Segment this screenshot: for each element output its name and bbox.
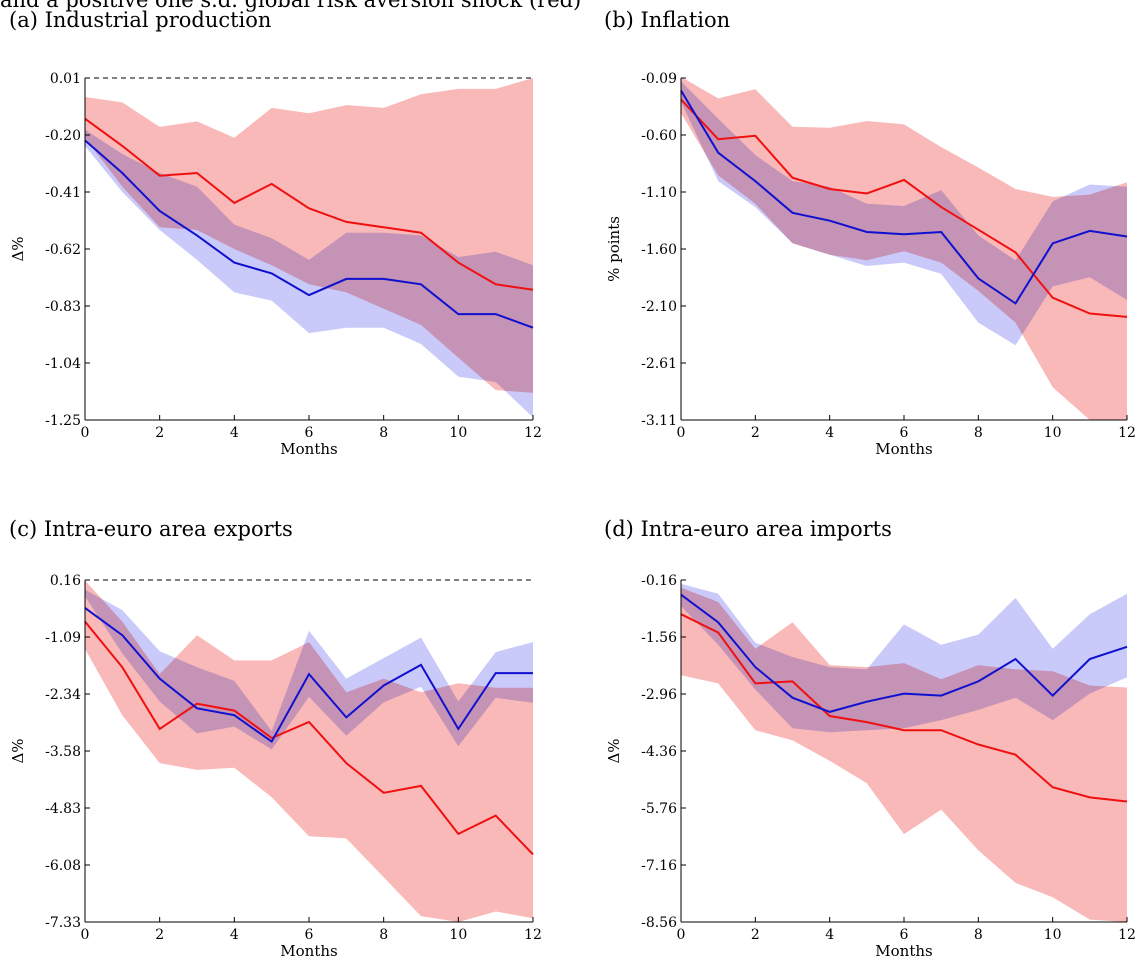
x-tick-label: 8 [379,425,388,441]
blue-series-line [680,89,1128,305]
plot-area [681,78,1127,420]
y-axis-label: Δ% [9,236,27,261]
x-axis-label: Months [280,440,337,458]
x-axis-label: Months [875,440,932,458]
x-axis-label: Months [875,942,932,960]
y-axis-label: Δ% [9,738,27,763]
blue-series-line [680,593,1128,713]
panel-c-title: (c) Intra-euro area exports [9,517,293,541]
red-confidence-band [85,580,533,922]
x-tick-label: 6 [305,425,314,441]
y-tick-label: -0.09 [641,71,677,87]
panel-d: -0.16 -1.56 -2.96 -4.36 -5.76 -7.16 -8.560 2 4 6 8… [605,573,1136,960]
y-tick-label: -4.36 [641,744,677,760]
panel-c: 0.16 -1.09 -2.34 -3.58 -4.83 -6.08 -7.330 2 4 6 8 1… [9,573,542,960]
y-tick-label: -8.56 [641,915,677,931]
panel-a-title: (a) Industrial production [9,8,272,32]
y-tick-label: -0.62 [45,242,81,258]
y-tick-label: -0.83 [45,299,81,315]
panel-b: -0.09 -0.60 -1.10 -1.60 -2.10 -2.61 -3.110 2 4 6 8… [605,71,1136,458]
blue-series-line [84,607,533,744]
x-tick-label: 0 [677,425,686,441]
y-tick-label: -4.83 [45,801,81,817]
x-tick-label: 8 [974,425,983,441]
y-tick-label: -1.60 [641,242,677,258]
y-axis-label: % points [605,216,623,282]
plot-area [681,583,1127,922]
x-tick-label: 10 [449,425,467,441]
y-tick-label: -2.10 [641,299,677,315]
plot-area [85,78,533,418]
x-tick-label: 2 [155,425,164,441]
y-tick-label: -7.16 [641,858,677,874]
x-tick-label: 0 [81,425,90,441]
y-tick-label: -1.09 [45,630,81,646]
red-series-line [84,620,534,856]
panel-b-title: (b) Inflation [604,8,731,32]
y-tick-label: -2.61 [641,356,677,372]
x-tick-label: 4 [230,425,239,441]
y-tick-label: -0.41 [45,185,81,201]
blue-confidence-band [681,81,1127,346]
y-tick-label: -3.58 [45,744,81,760]
x-tick-label: 6 [900,927,909,943]
blue-series-line [84,139,534,329]
x-tick-label: 2 [155,927,164,943]
x-axis-label: Months [280,942,337,960]
blue-confidence-band [85,129,533,418]
header-text: and a positive one s.d. global risk aver… [0,0,582,12]
x-tick-label: 8 [974,927,983,943]
x-tick-label: 6 [900,425,909,441]
y-tick-label: -0.60 [641,128,677,144]
x-tick-label: 4 [825,927,834,943]
x-tick-label: 10 [1044,927,1062,943]
y-tick-label: -2.96 [641,687,677,703]
x-tick-label: 6 [305,927,314,943]
y-axis-label: Δ% [605,738,623,763]
y-tick-label: -3.11 [641,413,677,429]
x-tick-label: 10 [1044,425,1062,441]
y-tick-label: -2.34 [45,687,81,703]
y-tick-label: -1.10 [641,185,677,201]
x-tick-label: 12 [1118,425,1136,441]
y-tick-label: -6.08 [45,858,81,874]
panel-a: 0.01 -0.20 -0.41 -0.62 -0.83 -1.04 -1.250 2 4 6 8 1… [9,71,542,458]
red-series-line [680,98,1128,318]
y-tick-label: -0.20 [45,128,81,144]
x-tick-label: 0 [677,927,686,943]
y-tick-label: -1.56 [641,630,677,646]
y-tick-label: -0.16 [641,573,677,589]
y-tick-label: 0.01 [50,71,81,87]
x-tick-label: 8 [379,927,388,943]
x-tick-label: 2 [751,425,760,441]
x-tick-label: 4 [825,425,834,441]
y-tick-label: -1.04 [45,356,81,372]
plot-area [85,580,533,922]
x-tick-label: 2 [751,927,760,943]
blue-confidence-band [681,583,1127,733]
y-tick-label: -5.76 [641,801,677,817]
red-series-line [84,117,534,291]
x-tick-label: 4 [230,927,239,943]
x-tick-label: 12 [524,425,542,441]
x-tick-label: 10 [449,927,467,943]
y-tick-label: -1.25 [45,413,81,429]
x-tick-label: 12 [1118,927,1136,943]
panel-d-title: (d) Intra-euro area imports [604,517,892,541]
x-tick-label: 0 [81,927,90,943]
y-tick-label: 0.16 [50,573,81,589]
x-tick-label: 12 [524,927,542,943]
blue-confidence-band [85,589,533,750]
y-tick-label: -7.33 [45,915,81,931]
red-series-line [680,613,1128,803]
